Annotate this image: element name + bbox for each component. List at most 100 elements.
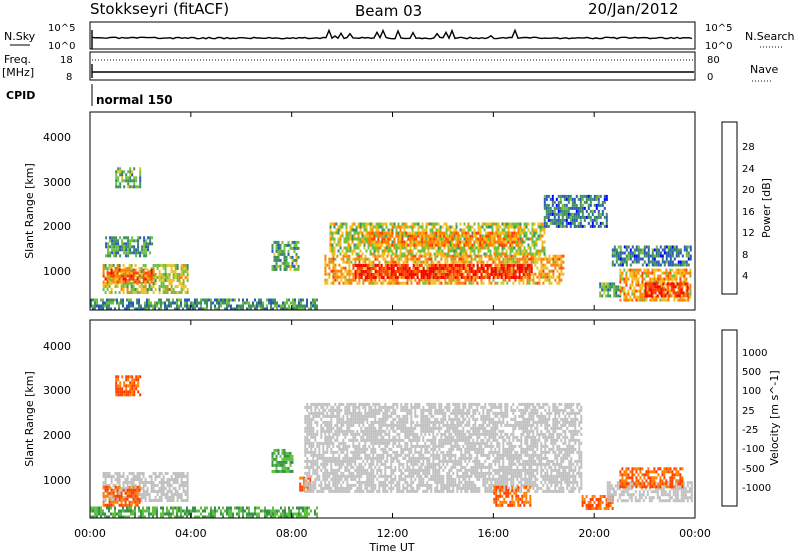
range-gate-cell bbox=[153, 285, 155, 288]
range-gate-cell bbox=[371, 273, 373, 276]
range-gate-cell bbox=[409, 241, 411, 244]
range-gate-cell bbox=[378, 223, 380, 226]
range-gate-cell bbox=[466, 258, 468, 261]
range-gate-cell bbox=[647, 275, 649, 278]
range-gate-cell bbox=[149, 475, 151, 478]
range-gate-cell bbox=[432, 232, 434, 235]
range-gate-cell bbox=[346, 253, 348, 256]
range-gate-cell bbox=[123, 281, 125, 284]
range-gate-cell bbox=[507, 235, 509, 238]
range-gate-cell bbox=[187, 496, 189, 499]
range-gate-cell bbox=[651, 288, 653, 291]
range-gate-cell bbox=[530, 258, 532, 261]
range-gate-cell bbox=[480, 261, 482, 264]
range-gate-cell bbox=[401, 244, 403, 247]
range-gate-cell bbox=[540, 226, 542, 229]
range-gate-cell bbox=[143, 245, 145, 248]
range-gate-cell bbox=[624, 252, 626, 255]
range-gate-cell bbox=[392, 229, 394, 232]
range-gate-cell bbox=[480, 226, 482, 229]
range-gate-cell bbox=[151, 275, 153, 278]
range-gate-cell bbox=[318, 478, 320, 481]
range-gate-cell bbox=[540, 276, 542, 279]
range-gate-cell bbox=[123, 236, 125, 239]
range-gate-cell bbox=[666, 258, 668, 261]
range-gate-cell bbox=[171, 267, 173, 270]
range-gate-cell bbox=[276, 247, 278, 250]
range-gate-cell bbox=[616, 252, 618, 255]
range-gate-cell bbox=[455, 276, 457, 279]
range-gate-cell bbox=[451, 276, 453, 279]
range-gate-cell bbox=[658, 261, 660, 264]
range-gate-cell bbox=[634, 255, 636, 258]
range-gate-cell bbox=[599, 291, 601, 294]
range-gate-cell bbox=[185, 276, 187, 279]
range-gate-cell bbox=[308, 460, 310, 463]
range-gate-cell bbox=[398, 247, 400, 250]
range-gate-cell bbox=[405, 244, 407, 247]
range-gate-cell bbox=[332, 261, 334, 264]
range-gate-cell bbox=[125, 390, 127, 393]
range-gate-cell bbox=[230, 299, 232, 302]
range-gate-cell bbox=[352, 273, 354, 276]
range-gate-cell bbox=[486, 261, 488, 264]
range-gate-cell bbox=[177, 279, 179, 282]
range-gate-cell bbox=[689, 284, 691, 287]
range-gate-cell bbox=[659, 278, 661, 281]
range-gate-cell bbox=[542, 244, 544, 247]
range-gate-cell bbox=[520, 258, 522, 261]
range-gate-cell bbox=[509, 244, 511, 247]
range-gate-cell bbox=[643, 299, 645, 302]
range-gate-cell bbox=[155, 282, 157, 285]
range-gate-cell bbox=[141, 273, 143, 276]
power-colorbar-label: Power [dB] bbox=[760, 178, 773, 238]
range-gate-cell bbox=[324, 279, 326, 282]
range-gate-cell bbox=[334, 270, 336, 273]
range-gate-cell bbox=[428, 223, 430, 226]
range-gate-cell bbox=[413, 270, 415, 273]
range-gate-cell bbox=[509, 267, 511, 270]
range-gate-cell bbox=[135, 275, 137, 278]
range-gate-cell bbox=[274, 259, 276, 262]
range-gate-cell bbox=[455, 241, 457, 244]
range-gate-cell bbox=[522, 261, 524, 264]
range-gate-cell bbox=[444, 223, 446, 226]
range-gate-cell bbox=[296, 262, 298, 265]
range-gate-cell bbox=[495, 273, 497, 276]
range-gate-cell bbox=[687, 291, 689, 294]
range-gate-cell bbox=[430, 253, 432, 256]
range-gate-cell bbox=[602, 201, 604, 204]
range-gate-cell bbox=[194, 305, 196, 308]
range-gate-cell bbox=[292, 455, 294, 458]
range-gate-cell bbox=[117, 179, 119, 182]
range-gate-cell bbox=[370, 282, 372, 285]
range-gate-cell bbox=[456, 247, 458, 250]
range-gate-cell bbox=[127, 489, 129, 492]
range-gate-cell bbox=[169, 499, 171, 502]
range-gate-cell bbox=[598, 213, 600, 216]
range-gate-cell bbox=[334, 241, 336, 244]
range-gate-cell bbox=[312, 454, 314, 457]
range-gate-cell bbox=[506, 238, 508, 241]
range-gate-cell bbox=[262, 305, 264, 308]
range-gate-cell bbox=[457, 238, 459, 241]
range-gate-cell bbox=[683, 275, 685, 278]
range-gate-cell bbox=[641, 293, 643, 296]
range-gate-cell bbox=[123, 242, 125, 245]
range-gate-cell bbox=[123, 179, 125, 182]
range-gate-cell bbox=[292, 305, 294, 308]
range-gate-cell bbox=[403, 244, 405, 247]
range-gate-cell bbox=[352, 258, 354, 261]
range-gate-cell bbox=[425, 241, 427, 244]
freq-bottom-tick: 8 bbox=[66, 72, 72, 83]
range-gate-cell bbox=[383, 276, 385, 279]
range-gate-cell bbox=[596, 195, 598, 198]
range-gate-cell bbox=[324, 261, 326, 264]
range-gate-cell bbox=[504, 229, 506, 232]
range-gate-cell bbox=[137, 486, 139, 489]
range-gate-cell bbox=[133, 269, 135, 272]
range-gate-cell bbox=[485, 241, 487, 244]
range-gate-cell bbox=[143, 475, 145, 478]
range-gate-cell bbox=[312, 466, 314, 469]
